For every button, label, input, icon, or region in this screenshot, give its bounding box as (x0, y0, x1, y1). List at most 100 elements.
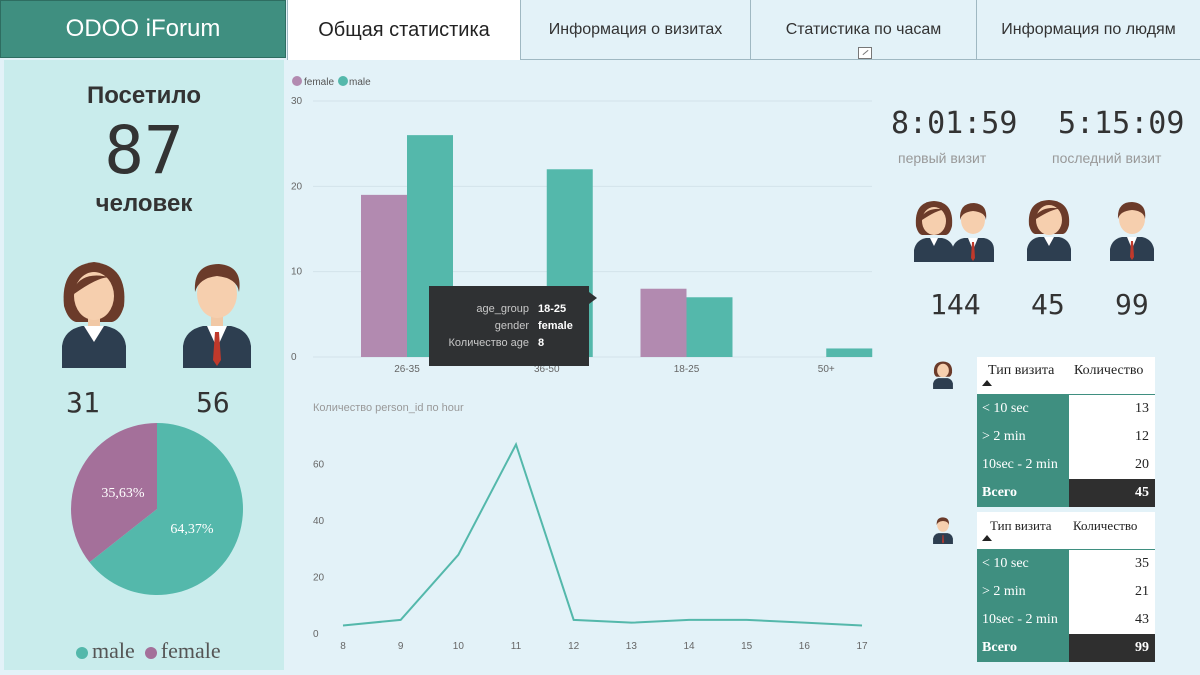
x-tick-label: 11 (511, 641, 522, 652)
cell-count: 12 (1069, 423, 1155, 451)
cell-total-value: 99 (1069, 634, 1155, 662)
bar-female (640, 288, 687, 357)
female-visit-table: Тип визита Количество < 10 sec 13 > 2 min… (977, 357, 1155, 507)
y-tick-label: 60 (313, 459, 325, 470)
col-visit-type[interactable]: Тип визита (988, 363, 1055, 378)
male-visit-table: Тип визита Количество < 10 sec 35 > 2 min… (977, 512, 1155, 662)
col-count[interactable]: Количество (1073, 518, 1138, 533)
table-row: 10sec - 2 min 43 (977, 606, 1155, 634)
cell-count: 35 (1069, 550, 1155, 578)
x-tick-label: 15 (741, 641, 753, 652)
col-count[interactable]: Количество (1074, 363, 1144, 378)
x-tick-label: 9 (398, 641, 404, 652)
bar-legend: female male (292, 76, 371, 88)
cell-total-value: 45 (1069, 479, 1155, 507)
x-tick-label: 18-25 (674, 364, 700, 375)
table-header: Тип визита Количество (977, 512, 1155, 549)
y-tick-label: 0 (291, 352, 297, 363)
x-tick-label: 50+ (818, 364, 835, 375)
hourly-line-chart: Количество person_id по hour 0 20 40 60 8 9 1… (313, 402, 868, 652)
x-tick-label: 16 (799, 641, 811, 652)
female-table-icon (933, 361, 953, 389)
table-row: > 2 min 21 (977, 578, 1155, 606)
table-total-row: Всего 45 (977, 479, 1155, 507)
table-row: < 10 sec 13 (977, 395, 1155, 423)
tab-general-stats[interactable]: Общая статистика (287, 0, 520, 60)
cell-total-label: Всего (977, 479, 1069, 507)
y-tick-label: 10 (291, 267, 303, 278)
female-count: 31 (66, 386, 100, 419)
tooltip-row-gender: gender female (494, 320, 573, 332)
male-count: 56 (196, 386, 230, 419)
male-person-icon (183, 264, 251, 368)
cell-count: 21 (1069, 578, 1155, 606)
gender-pie-chart: 64,37% 35,63% (71, 423, 244, 595)
focus-mode-icon[interactable] (858, 47, 872, 59)
x-tick-label: 8 (340, 641, 346, 652)
table-divider (977, 549, 1155, 550)
table-total-row: Всего 99 (977, 634, 1155, 662)
brand-title: ODOO iForum (0, 0, 286, 58)
bar-male (826, 348, 873, 357)
sort-asc-icon[interactable] (982, 535, 992, 541)
x-tick-label: 36-50 (534, 364, 560, 375)
cell-type: < 10 sec (977, 395, 1069, 423)
y-tick-label: 20 (313, 572, 325, 583)
chart-tooltip: age_group 18-25 gender female Количество a… (429, 286, 597, 366)
cell-type: > 2 min (977, 578, 1069, 606)
cell-type: < 10 sec (977, 550, 1069, 578)
legend-male-label: male (349, 77, 371, 88)
cell-type: 10sec - 2 min (977, 451, 1069, 479)
table-divider (977, 394, 1155, 395)
bar-male (686, 297, 733, 357)
pie-legend: male female (76, 638, 221, 664)
total-visits-count: 144 (930, 288, 981, 321)
tooltip-row-age-group: age_group 18-25 (476, 303, 567, 315)
x-tick-label: 10 (453, 641, 465, 652)
table-row: > 2 min 12 (977, 423, 1155, 451)
tab-people-info[interactable]: Информация по людям (976, 0, 1200, 60)
y-tick-label: 30 (291, 96, 303, 107)
visited-unit: человек (95, 190, 193, 217)
cell-total-label: Всего (977, 634, 1069, 662)
male-visitor-icon (1110, 202, 1154, 261)
couple-icon (914, 201, 994, 262)
female-visits-count: 45 (1031, 288, 1065, 321)
last-visit-time: 5:15:09 (1058, 106, 1185, 141)
table-row: 10sec - 2 min 20 (977, 451, 1155, 479)
pie-label-female: 35,63% (101, 486, 145, 501)
female-visitor-icon (1027, 200, 1071, 261)
sort-asc-icon[interactable] (982, 380, 992, 386)
table-header: Тип визита Количество (977, 357, 1155, 394)
legend-female-item: female (144, 638, 221, 664)
legend-female-dot (144, 646, 157, 659)
legend-male-dot (76, 646, 88, 659)
tooltip-row-count: Количество age 8 (448, 337, 545, 349)
cell-count: 13 (1069, 395, 1155, 423)
male-table-icon (933, 517, 953, 544)
visited-count: 87 (104, 112, 184, 189)
header: ODOO iForum Общая статистика Информация … (0, 0, 1200, 60)
bar-female (361, 194, 407, 357)
cell-count: 43 (1069, 606, 1155, 634)
col-visit-type[interactable]: Тип визита (990, 518, 1052, 533)
first-visit-time: 8:01:59 (891, 106, 1018, 141)
first-visit-label: первый визит (898, 150, 987, 166)
last-visit-label: последний визит (1052, 150, 1162, 166)
female-person-icon (62, 262, 126, 368)
cell-type: > 2 min (977, 423, 1069, 451)
legend-female-dot (292, 76, 302, 86)
pie-slice-female (71, 423, 157, 563)
y-tick-label: 20 (291, 181, 303, 192)
y-tick-label: 0 (313, 629, 319, 640)
line-series-path (342, 441, 863, 627)
y-tick-label: 40 (313, 516, 325, 527)
line-chart-title: Количество person_id по hour (313, 402, 464, 414)
x-tick-label: 12 (568, 641, 580, 652)
table-row: < 10 sec 35 (977, 550, 1155, 578)
legend-male-dot (338, 76, 348, 86)
cell-count: 20 (1069, 451, 1155, 479)
x-tick-label: 26-35 (394, 364, 420, 375)
male-visits-count: 99 (1115, 288, 1149, 321)
tab-visit-info[interactable]: Информация о визитах (520, 0, 750, 60)
